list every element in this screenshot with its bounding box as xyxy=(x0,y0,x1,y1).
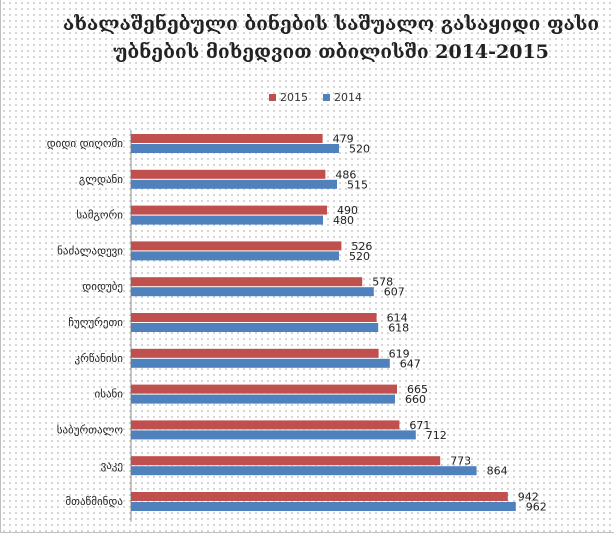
value-label-2014-cat-3: 520 xyxy=(349,250,370,263)
value-label-2015-cat-4: 578 xyxy=(372,276,393,289)
bar-2015-cat-4 xyxy=(131,277,363,287)
chart-title-line-2: უბნების მიხედვით თბილისში 2014-2015 xyxy=(113,40,549,63)
legend-swatch-2015 xyxy=(269,94,276,101)
value-label-2014-cat-0: 520 xyxy=(349,143,370,156)
bar-2014-cat-6 xyxy=(131,358,390,368)
value-label-2014-cat-10: 962 xyxy=(526,501,547,514)
value-label-2015-cat-5: 614 xyxy=(387,312,408,325)
legend-swatch-2014 xyxy=(323,94,330,101)
value-label-2014-cat-7: 660 xyxy=(405,393,426,406)
value-label-2015-cat-2: 490 xyxy=(337,204,358,217)
bar-2015-cat-2 xyxy=(131,205,327,215)
category-label-cat-3: ნაძალადევი xyxy=(57,244,123,257)
bar-2015-cat-6 xyxy=(131,348,379,358)
category-label-cat-0: დიდი დიღომი xyxy=(47,137,124,150)
category-label-cat-9: ვაკე xyxy=(101,459,123,472)
category-label-cat-2: სამგორი xyxy=(76,209,123,222)
chart-title-line-1: ახალაშენებული ბინების საშუალო გასაყიდი ფ… xyxy=(63,12,599,35)
bar-2015-cat-8 xyxy=(131,420,400,430)
value-label-2014-cat-8: 712 xyxy=(426,429,447,442)
bar-2015-cat-7 xyxy=(131,384,397,394)
category-label-cat-1: გლდანი xyxy=(79,173,123,186)
category-label-cat-6: კრწანისი xyxy=(74,352,123,365)
bar-2014-cat-3 xyxy=(131,251,339,261)
bar-2015-cat-10 xyxy=(131,492,508,501)
bar-2015-cat-3 xyxy=(131,241,342,251)
bar-2014-cat-1 xyxy=(131,179,337,189)
category-label-cat-7: ისანი xyxy=(95,388,124,401)
category-labels: დიდი დიღომი გლდანი სამგორი ნაძალადევი დიდუბე… xyxy=(47,137,124,508)
category-label-cat-5: ჩუღურეთი xyxy=(68,316,123,329)
bar-2014-cat-10 xyxy=(131,502,516,511)
value-label-2014-cat-6: 647 xyxy=(400,357,421,370)
category-label-cat-4: დიდუბე xyxy=(82,280,123,293)
bar-2015-cat-9 xyxy=(131,456,441,466)
value-label-2015-cat-7: 665 xyxy=(407,383,428,396)
bar-2014-cat-2 xyxy=(131,215,323,225)
legend-label-2015: 2015 xyxy=(280,91,308,104)
bar-2014-cat-9 xyxy=(131,466,477,476)
bar-2014-cat-0 xyxy=(131,144,339,153)
legend: 2015 2014 xyxy=(269,91,362,104)
bar-2015-cat-5 xyxy=(131,313,377,322)
bar-2015-cat-1 xyxy=(131,169,326,179)
chart-title: ახალაშენებული ბინების საშუალო გასაყიდი ფ… xyxy=(63,12,599,63)
bar-2014-cat-7 xyxy=(131,394,395,404)
bar-2014-cat-5 xyxy=(131,323,379,332)
value-label-2014-cat-9: 864 xyxy=(487,465,508,478)
value-label-2015-cat-8: 671 xyxy=(409,419,430,432)
value-label-2014-cat-1: 515 xyxy=(347,178,368,191)
bar-2014-cat-4 xyxy=(131,287,374,297)
value-label-2015-cat-1: 486 xyxy=(335,168,356,181)
legend-label-2014: 2014 xyxy=(334,91,362,104)
value-label-2015-cat-9: 773 xyxy=(450,455,471,468)
category-label-cat-8: საბურთალო xyxy=(57,423,124,436)
value-label-2015-cat-10: 942 xyxy=(518,491,539,504)
value-label-2014-cat-2: 480 xyxy=(333,214,354,227)
bar-2015-cat-0 xyxy=(131,134,323,143)
value-label-2014-cat-4: 607 xyxy=(384,286,405,299)
bar-2014-cat-8 xyxy=(131,430,416,440)
bars-group: 4795204865154904805265205786076146186196… xyxy=(131,133,547,514)
value-label-2015-cat-6: 619 xyxy=(389,347,410,360)
value-label-2015-cat-0: 479 xyxy=(333,133,354,146)
category-label-cat-10: მთაწმინდა xyxy=(65,495,123,508)
value-label-2014-cat-5: 618 xyxy=(388,322,409,335)
value-label-2015-cat-3: 526 xyxy=(351,240,372,253)
